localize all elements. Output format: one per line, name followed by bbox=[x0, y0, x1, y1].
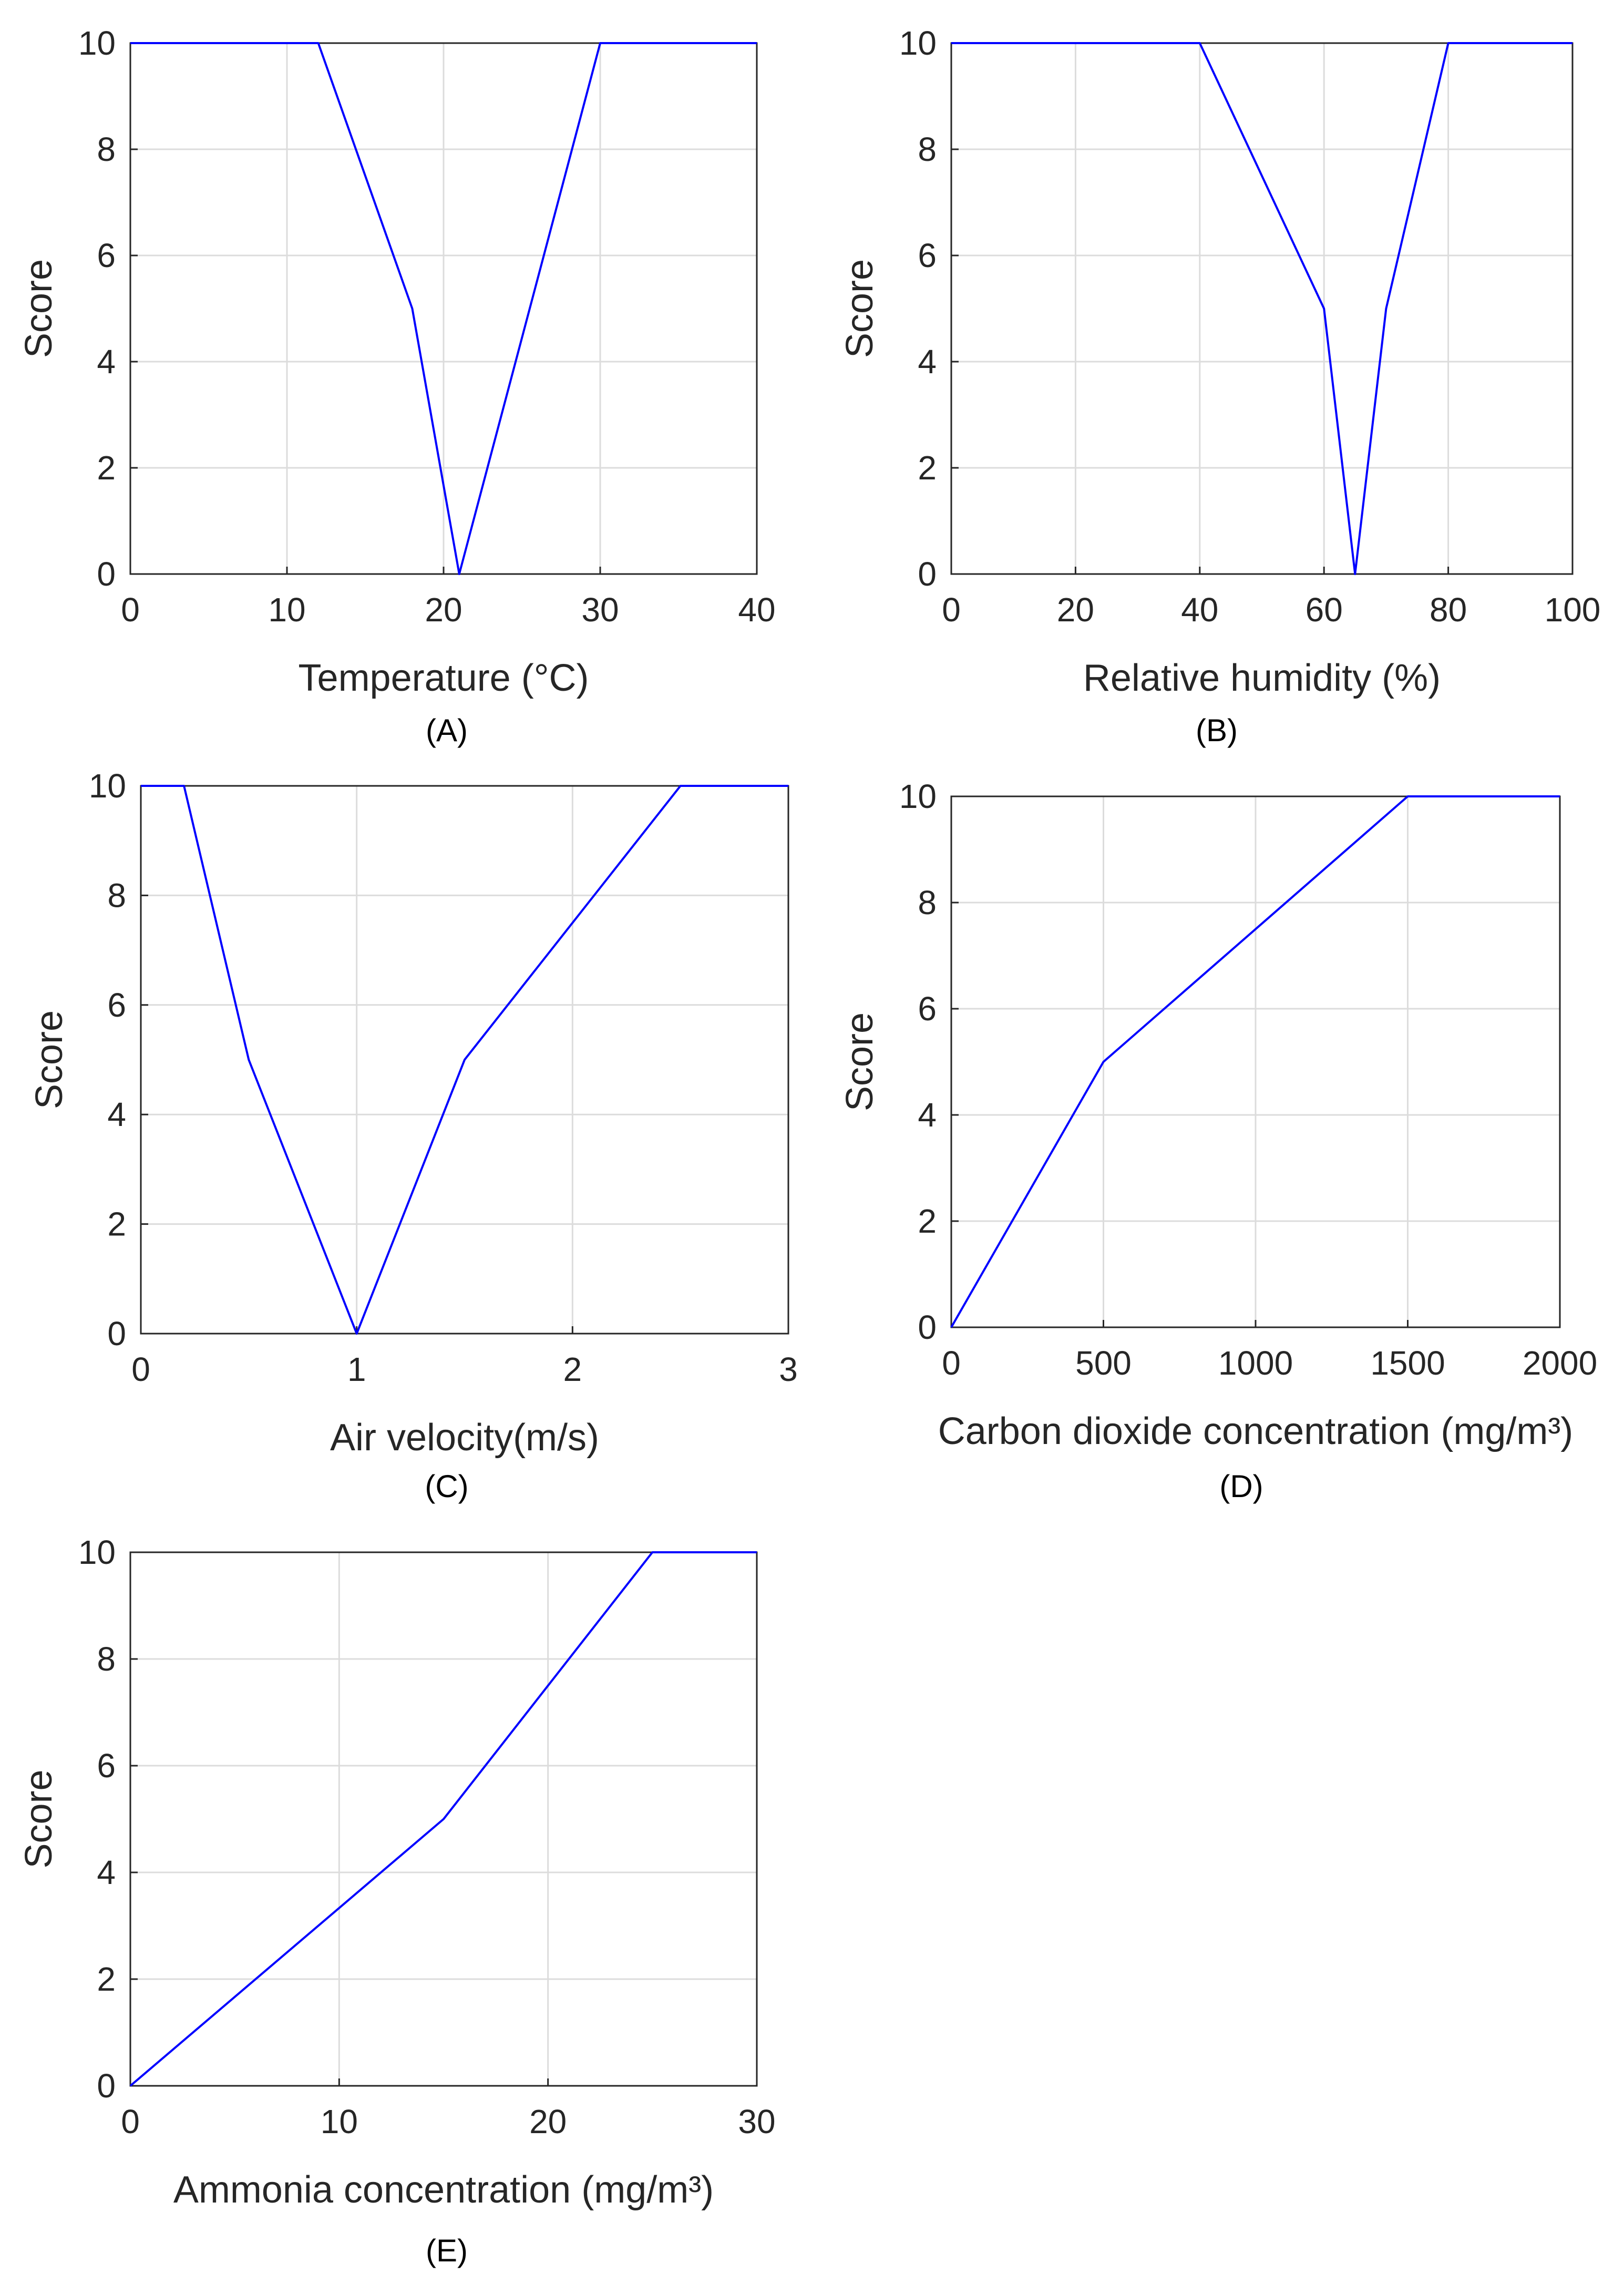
panel-caption-e: (E) bbox=[426, 2233, 468, 2268]
x-tick-label-c-1: 1 bbox=[347, 1350, 366, 1388]
y-tick-label-d-2: 4 bbox=[918, 1096, 937, 1134]
x-tick-label-a-3: 30 bbox=[581, 591, 619, 629]
x-axis-title-a: Temperature (°C) bbox=[299, 657, 589, 699]
x-tick-label-c-2: 2 bbox=[563, 1350, 582, 1388]
series-line-c-0 bbox=[141, 785, 788, 1335]
y-tick-label-e-1: 2 bbox=[97, 1960, 116, 1998]
plot-border-b bbox=[950, 42, 1574, 575]
x-tick-label-d-3: 1500 bbox=[1370, 1344, 1445, 1382]
chart-panel-e: 0 10 20 30 0 2 4 6 8 10 Ammonia concentration (mg/… bbox=[18, 1533, 776, 2268]
y-tick-label-b-4: 8 bbox=[918, 130, 937, 168]
y-axis-title-e: Score bbox=[18, 1769, 60, 1868]
y-tick-label-a-5: 10 bbox=[78, 24, 116, 62]
x-tick-label-a-0: 0 bbox=[121, 591, 140, 629]
x-tick-label-b-3: 60 bbox=[1306, 591, 1343, 629]
x-axis-title-d: Carbon dioxide concentration (mg/m³) bbox=[938, 1410, 1574, 1452]
y-tick-label-e-5: 10 bbox=[78, 1533, 116, 1571]
chart-panel-a: 0 10 20 30 40 0 2 4 6 8 10 Temperature (°C) Score (A) bbox=[18, 24, 776, 748]
x-tick-label-d-2: 1000 bbox=[1218, 1344, 1293, 1382]
y-tick-label-e-0: 0 bbox=[97, 2067, 116, 2105]
y-tick-label-c-4: 8 bbox=[107, 876, 126, 914]
x-tick-label-e-2: 20 bbox=[529, 2103, 567, 2140]
x-tick-label-b-4: 80 bbox=[1430, 591, 1467, 629]
y-tick-label-b-5: 10 bbox=[899, 24, 937, 62]
y-tick-label-c-5: 10 bbox=[89, 767, 126, 805]
y-tick-label-b-1: 2 bbox=[918, 449, 937, 487]
y-tick-label-c-1: 2 bbox=[107, 1205, 126, 1243]
panel-caption-d: (D) bbox=[1219, 1469, 1263, 1504]
y-tick-label-b-3: 6 bbox=[918, 237, 937, 274]
x-tick-label-b-2: 40 bbox=[1181, 591, 1218, 629]
y-tick-label-d-3: 6 bbox=[918, 990, 937, 1028]
y-tick-label-d-1: 2 bbox=[918, 1202, 937, 1240]
y-axis-title-c: Score bbox=[28, 1010, 70, 1109]
x-tick-label-b-1: 20 bbox=[1057, 591, 1094, 629]
series-line-e-0 bbox=[129, 1551, 757, 2087]
x-tick-label-b-5: 100 bbox=[1545, 591, 1601, 629]
chart-panel-b: 0 20 40 60 80 100 0 2 4 6 8 10 Relative humidity (%)… bbox=[839, 24, 1600, 748]
plot-area-b bbox=[950, 42, 1574, 575]
y-tick-label-e-2: 4 bbox=[97, 1853, 116, 1891]
x-tick-label-d-1: 500 bbox=[1075, 1344, 1132, 1382]
y-tick-label-d-0: 0 bbox=[918, 1308, 937, 1346]
series-line-b-0 bbox=[951, 42, 1572, 575]
x-axis-title-b: Relative humidity (%) bbox=[1083, 657, 1441, 699]
y-tick-label-a-1: 2 bbox=[97, 449, 116, 487]
y-tick-label-e-3: 6 bbox=[97, 1747, 116, 1785]
y-axis-title-d: Score bbox=[839, 1012, 881, 1111]
y-tick-label-c-0: 0 bbox=[107, 1315, 126, 1353]
x-tick-label-d-4: 2000 bbox=[1523, 1344, 1597, 1382]
y-tick-label-a-4: 8 bbox=[97, 130, 116, 168]
y-axis-title-b: Score bbox=[839, 259, 881, 358]
panel-caption-c: (C) bbox=[425, 1469, 468, 1504]
series-line-a-0 bbox=[130, 42, 757, 575]
x-axis-title-c: Air velocity(m/s) bbox=[330, 1417, 599, 1459]
y-axis-title-a: Score bbox=[18, 259, 60, 358]
x-tick-label-e-3: 30 bbox=[738, 2103, 775, 2140]
plot-border-e bbox=[129, 1551, 758, 2087]
y-tick-label-c-2: 4 bbox=[107, 1095, 126, 1133]
y-tick-label-d-5: 10 bbox=[899, 777, 937, 815]
x-tick-label-a-4: 40 bbox=[738, 591, 775, 629]
x-tick-label-c-3: 3 bbox=[779, 1350, 798, 1388]
y-tick-label-b-0: 0 bbox=[918, 555, 937, 593]
x-tick-label-d-0: 0 bbox=[942, 1344, 961, 1382]
y-tick-label-b-2: 4 bbox=[918, 343, 937, 381]
chart-panel-c: 0 1 2 3 0 2 4 6 8 10 Air velocity(m/s) Score (C) bbox=[28, 767, 798, 1504]
x-tick-label-a-1: 10 bbox=[268, 591, 305, 629]
x-tick-label-c-0: 0 bbox=[131, 1350, 150, 1388]
x-axis-title-e: Ammonia concentration (mg/m³) bbox=[173, 2169, 714, 2211]
y-tick-label-c-3: 6 bbox=[107, 986, 126, 1024]
panel-caption-a: (A) bbox=[426, 713, 468, 748]
chart-panel-d: 0 500 1000 1500 2000 0 2 4 6 8 10 Carbon dioxide co… bbox=[839, 777, 1597, 1504]
y-tick-label-d-4: 8 bbox=[918, 884, 937, 921]
y-tick-label-a-0: 0 bbox=[97, 555, 116, 593]
x-tick-label-e-1: 10 bbox=[321, 2103, 358, 2140]
panel-caption-b: (B) bbox=[1196, 713, 1238, 748]
plot-border-c bbox=[140, 785, 789, 1335]
series-line-d-0 bbox=[950, 795, 1560, 1328]
x-tick-label-e-0: 0 bbox=[121, 2103, 140, 2140]
y-tick-label-a-3: 6 bbox=[97, 237, 116, 274]
x-tick-label-b-0: 0 bbox=[942, 591, 961, 629]
y-tick-label-a-2: 4 bbox=[97, 343, 116, 381]
y-tick-label-e-4: 8 bbox=[97, 1640, 116, 1678]
x-tick-label-a-2: 20 bbox=[425, 591, 462, 629]
